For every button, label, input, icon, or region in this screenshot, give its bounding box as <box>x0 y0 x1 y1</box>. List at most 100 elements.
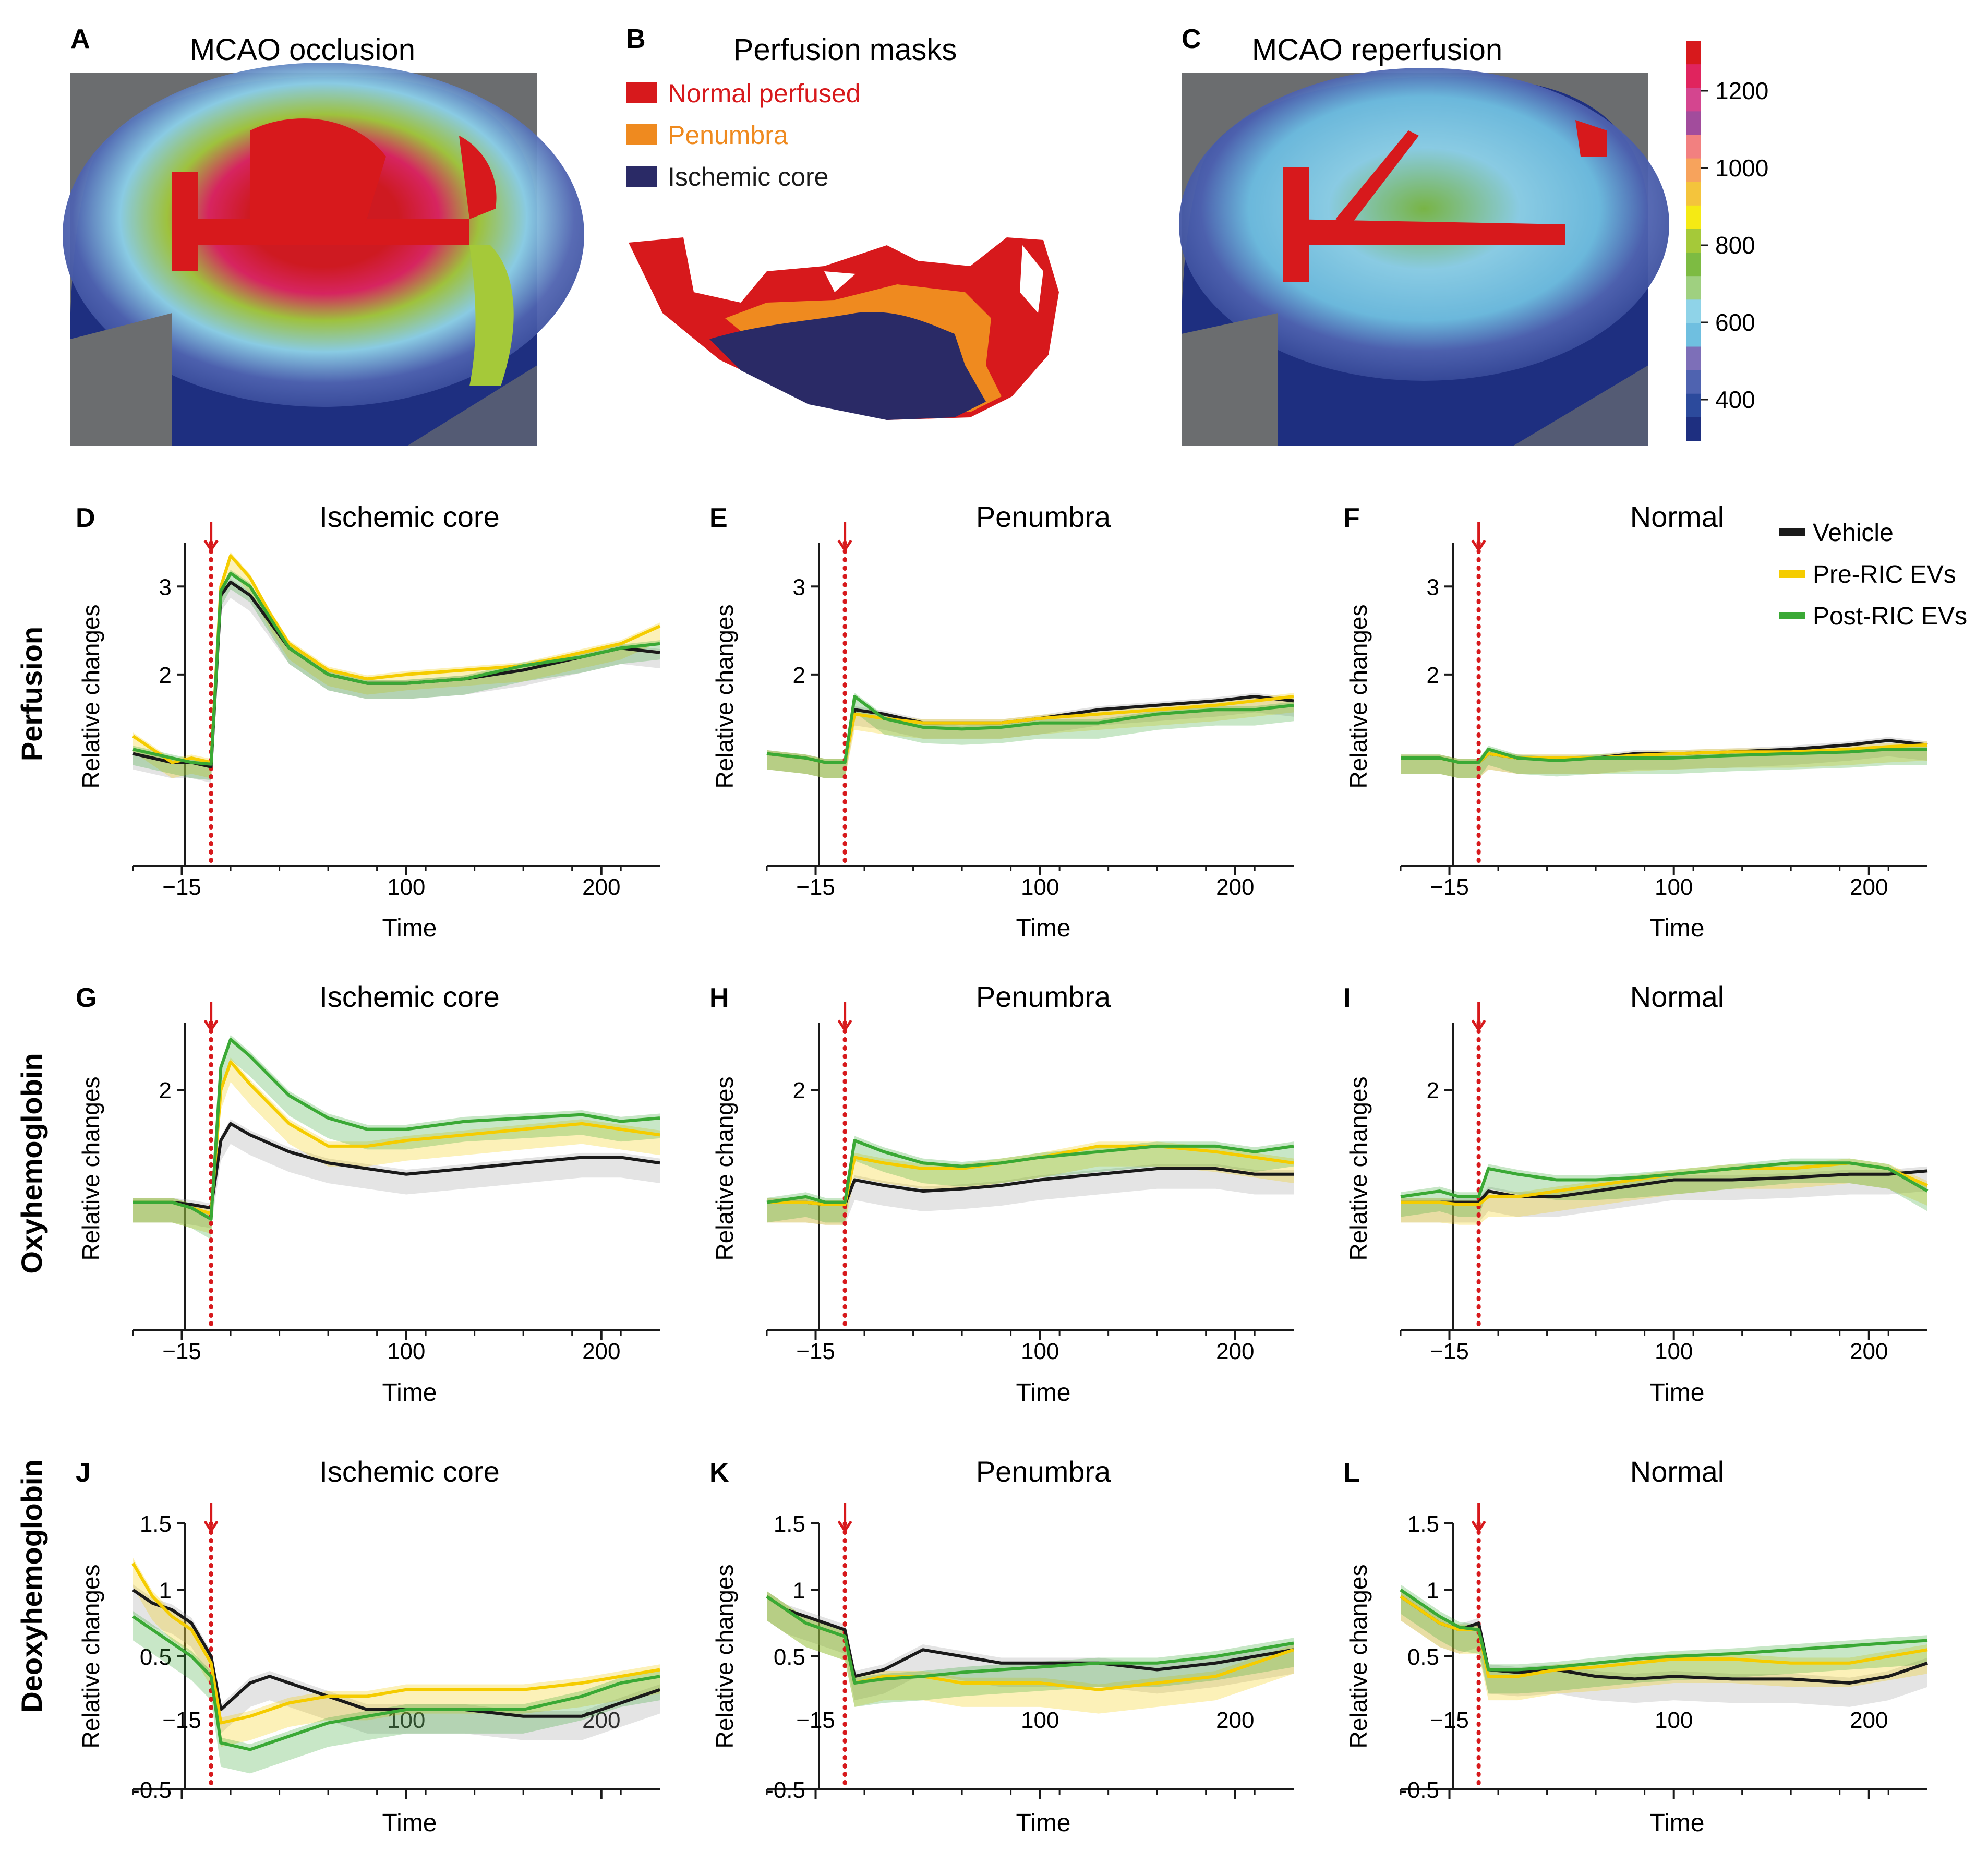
error-band <box>133 1584 660 1740</box>
x-tick-label: 200 <box>1850 1339 1888 1364</box>
event-arrow-icon <box>203 1503 219 1533</box>
mask-legend-label-normal: Normal perfused <box>668 79 861 108</box>
x-tick-label: 200 <box>1216 1708 1254 1733</box>
error-band <box>767 1136 1294 1223</box>
error-band <box>133 1558 660 1747</box>
x-tick-label: −15 <box>796 874 835 900</box>
row-label-deoxyhemoglobin: Deoxyhemoglobin <box>15 1459 48 1712</box>
event-arrow-icon <box>1471 522 1486 552</box>
error-band <box>1401 1584 1927 1694</box>
colorbar-tick-800: 800 <box>1715 232 1755 259</box>
error-band <box>767 1164 1294 1225</box>
x-tick-label: 200 <box>1216 1339 1254 1364</box>
panel-a: A MCAO occlusion <box>63 24 584 446</box>
panel-b: B Perfusion masks Normal perfused Penumb… <box>626 24 1059 420</box>
panel-letter: D <box>76 503 95 533</box>
colorbar-swatch <box>1686 323 1701 347</box>
error-band <box>133 1035 660 1240</box>
y-axis-label: Relative changes <box>711 1077 738 1261</box>
y-tick-label: 1 <box>793 1578 805 1604</box>
y-tick-label: 2 <box>793 663 805 688</box>
y-axis-label: Relative changes <box>77 605 104 789</box>
error-band <box>767 1141 1294 1225</box>
x-tick-label: 200 <box>1850 1708 1888 1733</box>
event-arrow-icon <box>837 1002 852 1032</box>
chart-title: Ischemic core <box>319 500 499 533</box>
chart-title: Normal <box>1630 980 1724 1013</box>
colorbar-swatch <box>1686 64 1701 89</box>
event-arrow-icon <box>1471 1002 1486 1032</box>
y-tick-label: 3 <box>1427 574 1439 600</box>
series-line-pre-ric-evs <box>1401 1161 1929 1206</box>
chart-title: Ischemic core <box>319 1455 499 1488</box>
series-line-post-ric-evs <box>766 1595 1294 1685</box>
panel-letter: I <box>1343 983 1351 1013</box>
x-tick-label: 100 <box>1655 1339 1693 1364</box>
colorbar-swatch <box>1686 88 1701 112</box>
y-tick-label: 0.5 <box>1407 1644 1439 1670</box>
chart-panel-k: K Penumbra -0.5 0.5 1 1.5 −15 100 200 Time Relativ… <box>709 1455 1294 1837</box>
y-tick-label: 2 <box>159 663 172 688</box>
y-axis-label: Relative changes <box>1345 1565 1372 1749</box>
colorbar-tick-600: 600 <box>1715 309 1755 336</box>
x-tick-label: 100 <box>387 874 425 900</box>
chart-panel-g: G Ischemic core 2 −15 100 200 Time Relative cha… <box>76 980 660 1407</box>
colorbar-swatches <box>1686 41 1701 441</box>
x-tick-label: 200 <box>1216 874 1254 900</box>
panel-c-letter: C <box>1182 24 1201 54</box>
colorbar-tick-1200: 1200 <box>1715 77 1768 104</box>
x-axis-label: Time <box>1016 915 1071 942</box>
colorbar-swatch <box>1686 205 1701 230</box>
colorbar-swatch <box>1686 299 1701 324</box>
series-line-post-ric-evs <box>132 572 660 766</box>
series-line-pre-ric-evs <box>1400 1595 1928 1678</box>
chart-title: Penumbra <box>976 500 1111 533</box>
x-tick-label: 200 <box>582 1708 620 1733</box>
series-line-vehicle <box>133 1122 660 1210</box>
y-axis-label: Relative changes <box>77 1565 104 1749</box>
mask-legend: Normal perfused Penumbra Ischemic core <box>626 79 861 191</box>
mask-legend-label-core: Ischemic core <box>668 162 828 191</box>
y-axis-label: Relative changes <box>711 1565 738 1749</box>
series-line-post-ric-evs <box>766 695 1294 764</box>
panel-b-letter: B <box>626 24 646 54</box>
colorbar-swatch <box>1686 417 1701 441</box>
colorbar-swatch <box>1686 158 1701 183</box>
error-band <box>133 579 660 783</box>
y-axis-label: Relative changes <box>711 605 738 789</box>
event-arrow-icon <box>203 522 219 552</box>
y-axis-label: Relative changes <box>1345 605 1372 789</box>
series-legend: Vehicle Pre-RIC EVs Post-RIC EVs <box>1779 519 1967 630</box>
panel-letter: G <box>76 983 97 1013</box>
y-tick-label: 0.5 <box>140 1644 172 1670</box>
panel-c: C MCAO reperfusion <box>1179 24 1669 446</box>
y-tick-label: -0.5 <box>766 1777 805 1803</box>
x-tick-label: 100 <box>1021 1339 1059 1364</box>
series-line-post-ric-evs <box>1400 1161 1929 1198</box>
series-line-pre-ric-evs <box>131 1562 660 1725</box>
colorbar-swatch <box>1686 393 1701 418</box>
y-tick-label: 1.5 <box>1407 1511 1439 1537</box>
y-tick-label: 2 <box>793 1078 805 1103</box>
x-tick-label: 200 <box>582 1339 620 1364</box>
colorbar: 1200 1000 800 600 400 <box>1686 41 1768 441</box>
x-tick-label: −15 <box>162 1708 201 1733</box>
colorbar-swatch <box>1686 111 1701 136</box>
y-tick-label: 2 <box>1427 1078 1439 1103</box>
panel-letter: L <box>1343 1458 1360 1488</box>
chart-panel-d: D Ischemic core 2 3 −15 100 200 Time Relative ch… <box>76 500 661 942</box>
panel-letter: E <box>709 503 728 533</box>
series-line-vehicle <box>132 1589 660 1718</box>
colorbar-swatch <box>1686 253 1701 277</box>
legend-label-post: Post-RIC EVs <box>1813 603 1967 630</box>
panel-letter: H <box>709 983 729 1013</box>
panel-a-title: MCAO occlusion <box>190 33 415 67</box>
chart-panel-j: J Ischemic core-0.50.511.5−15 100 200TimeRe… <box>76 1455 660 1837</box>
y-axis-label: Relative changes <box>77 1077 104 1261</box>
mask-legend-label-penumbra: Penumbra <box>668 121 788 150</box>
colorbar-swatch <box>1686 229 1701 254</box>
series-line-vehicle <box>1401 1169 1928 1204</box>
event-arrow-icon <box>1471 1503 1486 1533</box>
series-line-post-ric-evs <box>133 1038 660 1221</box>
series-line-post-ric-evs <box>1400 1589 1928 1672</box>
